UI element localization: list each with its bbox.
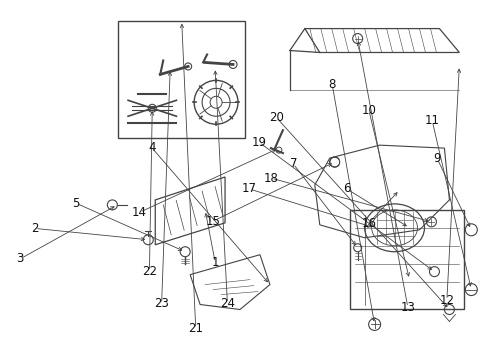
Text: 16: 16 bbox=[361, 216, 376, 230]
Text: 15: 15 bbox=[205, 215, 220, 228]
Text: 8: 8 bbox=[328, 78, 335, 91]
Text: 6: 6 bbox=[343, 183, 350, 195]
Text: 11: 11 bbox=[424, 114, 439, 127]
Text: 21: 21 bbox=[188, 322, 203, 335]
Text: 24: 24 bbox=[220, 297, 234, 310]
Text: 5: 5 bbox=[72, 197, 80, 210]
Text: 12: 12 bbox=[438, 294, 453, 307]
Text: 13: 13 bbox=[400, 301, 414, 314]
Text: 23: 23 bbox=[154, 297, 169, 310]
Text: 10: 10 bbox=[361, 104, 375, 117]
Text: 22: 22 bbox=[142, 265, 157, 278]
Bar bbox=[118, 21, 244, 138]
Text: 1: 1 bbox=[211, 256, 219, 269]
Text: 17: 17 bbox=[242, 183, 256, 195]
Text: 7: 7 bbox=[289, 157, 296, 170]
Text: 4: 4 bbox=[148, 141, 155, 154]
Bar bbox=[349, 210, 464, 310]
Text: 14: 14 bbox=[132, 206, 147, 219]
Text: 2: 2 bbox=[31, 222, 39, 235]
Text: 20: 20 bbox=[268, 111, 283, 124]
Text: 18: 18 bbox=[264, 172, 278, 185]
Text: 9: 9 bbox=[432, 152, 440, 165]
Text: 3: 3 bbox=[17, 252, 24, 265]
Text: 19: 19 bbox=[251, 136, 266, 149]
